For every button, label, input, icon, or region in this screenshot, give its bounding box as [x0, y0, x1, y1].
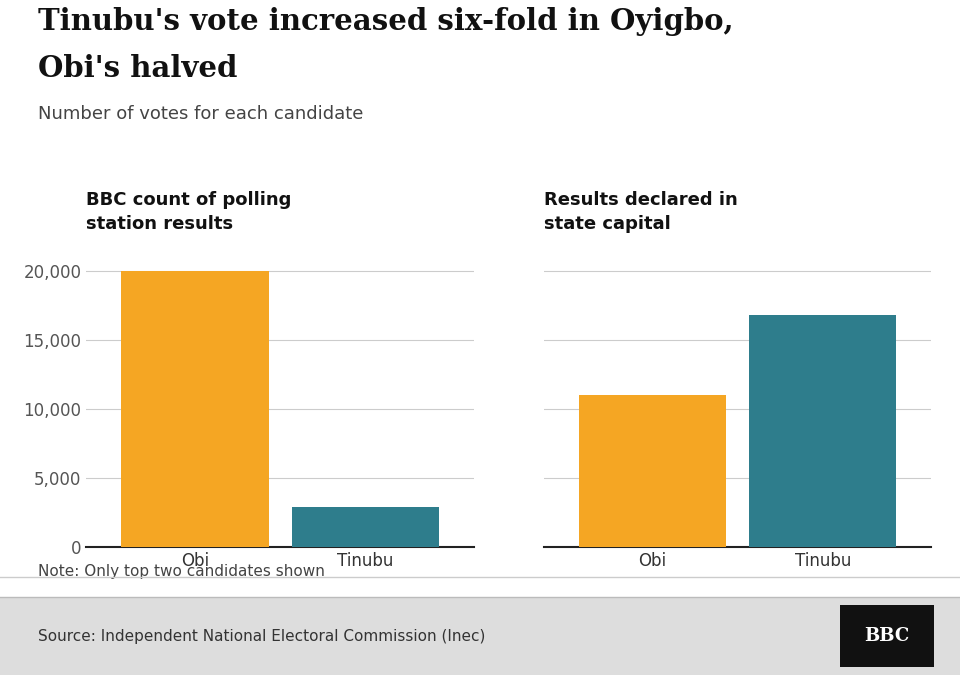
Text: Obi's halved: Obi's halved	[38, 54, 238, 83]
Bar	[292, 507, 439, 547]
Text: BBC: BBC	[864, 627, 910, 645]
Text: Number of votes for each candidate: Number of votes for each candidate	[38, 105, 364, 123]
Text: BBC count of polling
station results: BBC count of polling station results	[86, 191, 292, 233]
Text: Note: Only top two candidates shown: Note: Only top two candidates shown	[38, 564, 325, 578]
Text: Tinubu's vote increased six-fold in Oyigbo,: Tinubu's vote increased six-fold in Oyig…	[38, 7, 734, 36]
Text: Results declared in
state capital: Results declared in state capital	[543, 191, 737, 233]
Bar	[121, 271, 269, 547]
Bar	[579, 395, 726, 547]
Text: Source: Independent National Electoral Commission (Inec): Source: Independent National Electoral C…	[38, 628, 486, 644]
Bar	[749, 315, 897, 547]
